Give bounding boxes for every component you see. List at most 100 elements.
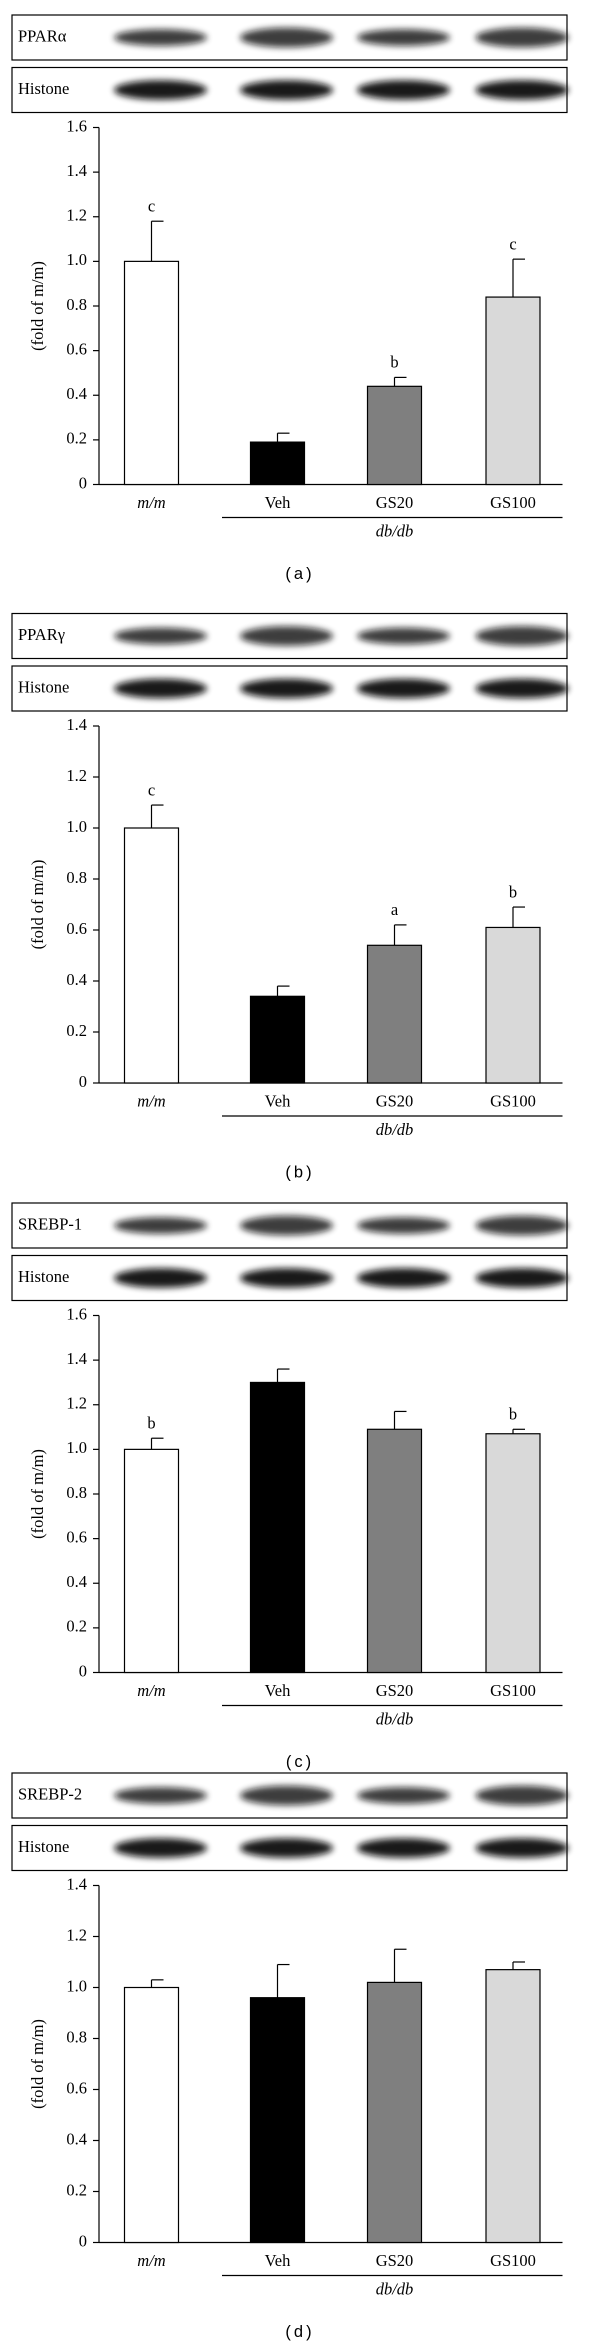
- y-tick-label: 0: [79, 1072, 87, 1091]
- panel-label: (b): [285, 1163, 314, 1181]
- y-tick-label: 0.8: [66, 295, 87, 314]
- panel-label: (d): [285, 2323, 314, 2341]
- blot-band: [114, 678, 208, 699]
- significance-letter: b: [509, 1405, 517, 1424]
- bar: [366, 944, 423, 1084]
- blot-band: [475, 1785, 569, 1806]
- blot-band: [240, 1785, 333, 1806]
- blot-band: [240, 1838, 333, 1858]
- significance-letter: b: [390, 353, 398, 372]
- y-tick-label: 0.6: [66, 919, 87, 938]
- y-tick-label: 1.2: [66, 1394, 87, 1413]
- blot-band: [114, 1787, 208, 1804]
- y-tick-label: 1.4: [66, 715, 87, 734]
- y-tick-label: 1.6: [66, 1304, 87, 1323]
- y-tick-label: 0.8: [66, 868, 87, 887]
- blot-band: [475, 80, 569, 100]
- x-tick-label: Veh: [265, 1681, 291, 1700]
- x-tick-label: GS20: [376, 1091, 414, 1110]
- y-tick-label: 1.0: [66, 1976, 87, 1995]
- blot-band: [240, 678, 333, 699]
- significance-letter: c: [509, 234, 516, 253]
- blot-band: [356, 29, 450, 46]
- y-tick-label: 1.0: [66, 817, 87, 836]
- significance-letter: c: [148, 196, 155, 215]
- blot-band: [356, 1787, 450, 1804]
- y-tick-label: 1.0: [66, 1438, 87, 1457]
- blot-band: [356, 1217, 450, 1234]
- bar: [485, 1433, 541, 1674]
- bar: [485, 926, 541, 1084]
- y-axis-title: (fold of m/m): [28, 1449, 47, 1539]
- x-tick-label: GS20: [376, 493, 414, 512]
- blot-band: [356, 80, 450, 100]
- y-tick-label: 0.4: [66, 2129, 87, 2148]
- significance-letter: a: [391, 900, 399, 919]
- y-tick-label: 0.2: [66, 1021, 87, 1040]
- bar: [123, 827, 180, 1084]
- y-tick-label: 0.6: [66, 2078, 87, 2097]
- y-tick-label: 0: [79, 2231, 87, 2250]
- y-tick-label: 1.2: [66, 206, 87, 225]
- y-tick-label: 1.4: [66, 1874, 87, 1893]
- x-tick-label: GS100: [490, 2251, 536, 2270]
- blot-band: [114, 1217, 208, 1234]
- y-tick-label: 1.6: [66, 116, 87, 135]
- panel-label: (a): [285, 565, 314, 583]
- y-tick-label: 0.6: [66, 1527, 87, 1546]
- group-label: db/db: [376, 1709, 414, 1728]
- x-tick-label: m/m: [137, 493, 165, 512]
- bar: [366, 1981, 423, 2244]
- blot-band: [114, 627, 208, 645]
- bar: [249, 995, 306, 1084]
- blot-band: [356, 1838, 450, 1858]
- bar: [123, 260, 180, 486]
- blot-band: [475, 1215, 569, 1236]
- blot-band: [475, 27, 569, 48]
- blot-band: [240, 626, 333, 646]
- y-tick-label: 0.4: [66, 384, 87, 403]
- blot-band: [240, 27, 333, 48]
- blot-band: [356, 627, 450, 645]
- blot-band: [475, 1838, 569, 1858]
- significance-letter: b: [509, 882, 517, 901]
- x-tick-label: m/m: [137, 1681, 165, 1700]
- blot-label: SREBP-2: [18, 1784, 82, 1803]
- group-label: db/db: [376, 1120, 414, 1139]
- bar: [249, 1997, 306, 2244]
- x-tick-label: GS100: [490, 1681, 536, 1700]
- bar: [485, 296, 541, 486]
- y-axis-title: (fold of m/m): [28, 860, 47, 950]
- blot-box: [11, 1202, 568, 1249]
- x-tick-label: GS100: [490, 493, 536, 512]
- bar: [123, 1448, 180, 1674]
- x-tick-label: GS20: [376, 2251, 414, 2270]
- blot-label: Histone: [18, 1837, 69, 1856]
- panel-label: (c): [286, 1753, 314, 1771]
- blot-band: [114, 80, 208, 100]
- bar: [249, 1381, 306, 1674]
- x-tick-label: Veh: [265, 2251, 291, 2270]
- blot-label: SREBP-1: [18, 1214, 82, 1233]
- y-tick-label: 1.0: [66, 250, 87, 269]
- y-tick-label: 1.4: [66, 161, 87, 180]
- bar: [366, 385, 423, 486]
- y-tick-label: 0.2: [66, 429, 87, 448]
- y-axis-title: (fold of m/m): [28, 261, 47, 351]
- group-label: db/db: [376, 521, 414, 540]
- blot-label: Histone: [18, 1267, 69, 1286]
- y-tick-label: 0.2: [66, 1617, 87, 1636]
- blot-band: [114, 1838, 208, 1858]
- significance-letter: b: [147, 1413, 155, 1432]
- blot-band: [475, 678, 569, 699]
- panel: PPARγ Histone 0 0.2 0.4 0.6 0.8 1.0 1.2 1.4 (fold …: [11, 612, 569, 1181]
- y-tick-label: 0.4: [66, 970, 87, 989]
- bar: [366, 1428, 423, 1674]
- x-tick-label: GS20: [376, 1681, 414, 1700]
- blot-band: [356, 1268, 450, 1288]
- blot-band: [240, 1268, 333, 1288]
- blot-label: Histone: [18, 79, 69, 98]
- blot-band: [475, 626, 569, 646]
